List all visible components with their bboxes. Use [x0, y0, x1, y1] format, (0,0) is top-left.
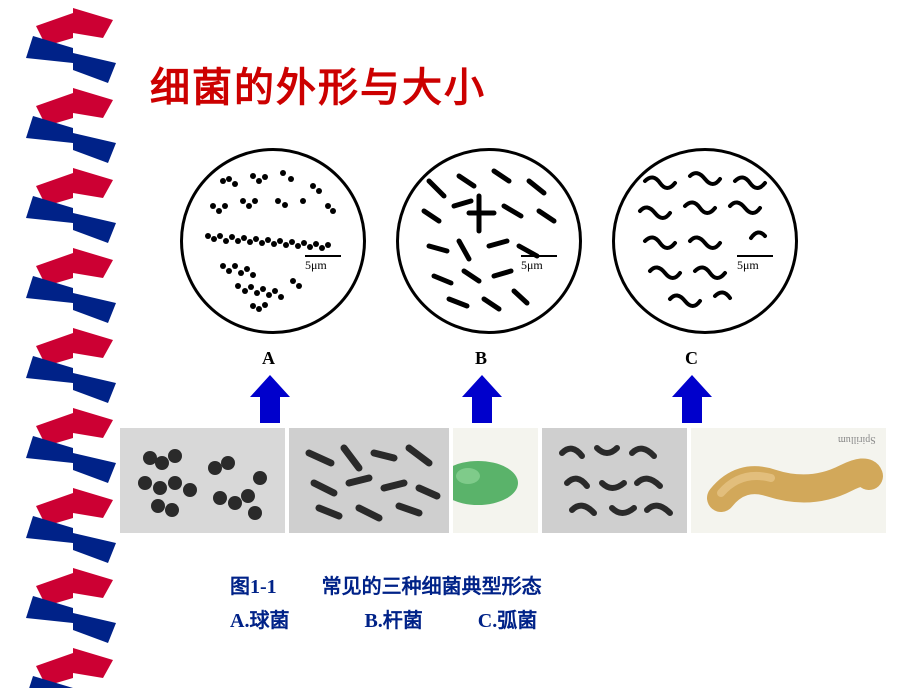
diagram-coccus: 5μm	[180, 148, 366, 334]
diagram-letters: A B C	[180, 348, 880, 372]
figure-caption: 图1-1 常见的三种细菌典型形态 A.球菌 B.杆菌 C.弧菌	[230, 570, 790, 638]
spirillum-label: Spirillum	[838, 434, 876, 445]
photo-spirillum: Spirillum	[691, 428, 886, 533]
scale-bar-c: 5μm	[737, 255, 773, 273]
letter-c: C	[685, 348, 698, 369]
arrow-c	[672, 375, 712, 423]
diagram-bacillus: 5μm	[396, 148, 582, 334]
letter-a: A	[262, 348, 275, 369]
arrows-row	[180, 375, 880, 425]
dna-helix-decoration	[18, 8, 128, 688]
scale-label: 5μm	[305, 258, 327, 272]
caption-fig-title: 常见的三种细菌典型形态	[322, 570, 542, 604]
caption-a: A.球菌	[230, 604, 289, 638]
scale-label: 5μm	[737, 258, 759, 272]
bacteria-diagrams: 5μm	[180, 148, 880, 348]
scale-bar-b: 5μm	[521, 255, 557, 273]
scale-label: 5μm	[521, 258, 543, 272]
caption-b: B.杆菌	[364, 604, 422, 638]
photo-bacillus	[289, 428, 449, 533]
photo-strip: Spirillum	[120, 428, 890, 538]
arrow-a	[250, 375, 290, 423]
letter-b: B	[475, 348, 487, 369]
photo-vibrio	[542, 428, 687, 533]
slide-title: 细菌的外形与大小	[150, 55, 486, 113]
caption-c: C.弧菌	[478, 604, 537, 638]
caption-fig-num: 图1-1	[230, 570, 277, 604]
photo-coccus	[120, 428, 285, 533]
scale-bar-a: 5μm	[305, 255, 341, 273]
photo-green-rod	[453, 428, 538, 533]
arrow-b	[462, 375, 502, 423]
diagram-vibrio: 5μm	[612, 148, 798, 334]
